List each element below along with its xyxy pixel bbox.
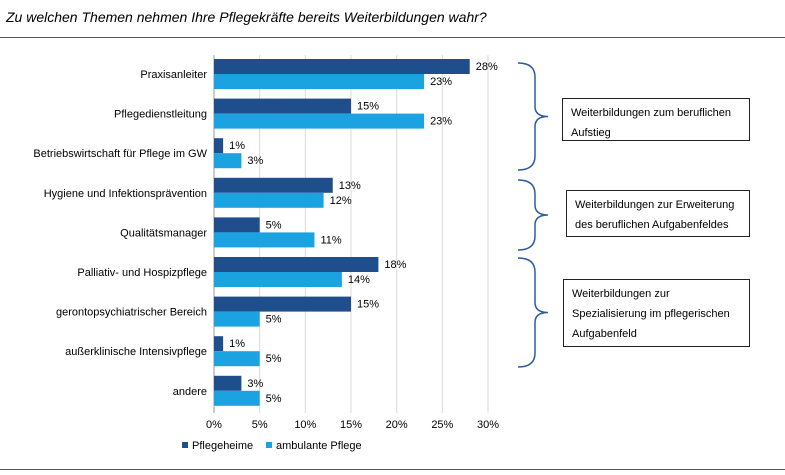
- annotation-box-spezialisierung: Weiterbildungen zur Spezialisierung im p…: [563, 279, 750, 347]
- bar-ambulant: [214, 192, 324, 208]
- bar-ambulant: [214, 232, 315, 248]
- category-label: Hygiene und Infektionsprävention: [44, 188, 207, 200]
- legend-swatch-ambulant: [266, 442, 272, 448]
- bar-ambulant: [214, 272, 342, 287]
- data-label: 15%: [357, 299, 379, 311]
- legend-label-pflegeheime: Pflegeheime: [192, 440, 254, 452]
- data-label: 23%: [430, 76, 452, 88]
- bottom-divider: [0, 469, 785, 470]
- bar-pflegeheime: [214, 257, 379, 272]
- chart-title: Zu welchen Themen nehmen Ihre Pflegekräf…: [6, 9, 487, 25]
- data-label: 3%: [247, 378, 263, 390]
- bar-pflegeheime: [214, 138, 224, 154]
- data-label: 5%: [266, 353, 282, 365]
- data-label: 1%: [229, 338, 245, 350]
- bar-ambulant: [214, 351, 260, 367]
- data-label: 5%: [266, 314, 282, 326]
- bar-ambulant: [214, 153, 242, 169]
- bar-ambulant: [214, 390, 260, 406]
- bar-pflegeheime: [214, 375, 242, 391]
- data-label: 5%: [266, 219, 282, 231]
- data-label: 5%: [266, 393, 282, 405]
- annotation-box-erweiterung: Weiterbildungen zur Erweiterung des beru…: [566, 190, 750, 237]
- x-tick-label: 5%: [252, 419, 268, 431]
- x-tick-label: 0%: [206, 419, 222, 431]
- group-bracket: [517, 257, 549, 368]
- data-label: 12%: [330, 195, 352, 207]
- group-bracket: [517, 62, 549, 171]
- x-tick-label: 15%: [340, 419, 362, 431]
- legend-label-ambulant: ambulante Pflege: [276, 440, 362, 452]
- data-label: 15%: [357, 101, 379, 113]
- category-label: außerklinische Intensivpflege: [65, 346, 207, 358]
- bar-pflegeheime: [214, 336, 224, 352]
- category-label: Palliativ- und Hospizpflege: [77, 267, 207, 279]
- bar-pflegeheime: [214, 98, 351, 114]
- data-label: 3%: [247, 155, 263, 167]
- x-tick-label: 10%: [294, 419, 316, 431]
- data-label: 11%: [320, 234, 341, 246]
- x-tick-label: 20%: [386, 419, 408, 431]
- bar-ambulant: [214, 74, 425, 89]
- group-bracket: [517, 179, 549, 251]
- category-label: Praxisanleiter: [140, 69, 207, 81]
- data-label: 23%: [430, 116, 452, 128]
- legend-item-pflegeheime: Pflegeheime: [182, 440, 253, 452]
- category-label: Qualitätsmanager: [120, 227, 207, 239]
- bar-pflegeheime: [214, 217, 260, 233]
- category-label: Pflegedienstleitung: [114, 109, 207, 121]
- category-label: andere: [173, 386, 207, 398]
- x-tick-label: 30%: [477, 419, 499, 431]
- bar-pflegeheime: [214, 296, 351, 312]
- data-label: 1%: [229, 140, 245, 152]
- data-label: 14%: [348, 274, 370, 286]
- bar-pflegeheime: [214, 59, 470, 74]
- category-label: gerontopsychiatrischer Bereich: [56, 307, 207, 319]
- data-label: 13%: [339, 180, 361, 192]
- legend-swatch-pflegeheime: [182, 442, 188, 448]
- data-label: 18%: [384, 259, 406, 271]
- bar-ambulant: [214, 311, 260, 327]
- x-tick-label: 25%: [431, 419, 453, 431]
- bar-pflegeheime: [214, 177, 333, 193]
- bar-ambulant: [214, 113, 425, 129]
- legend-item-ambulant: ambulante Pflege: [266, 440, 362, 452]
- annotation-box-aufstieg: Weiterbildungen zum beruflichen Aufstieg: [562, 98, 750, 141]
- category-label: Betriebswirtschaft für Pflege im GW: [33, 148, 207, 160]
- top-divider: [0, 37, 785, 38]
- data-label: 28%: [476, 61, 498, 73]
